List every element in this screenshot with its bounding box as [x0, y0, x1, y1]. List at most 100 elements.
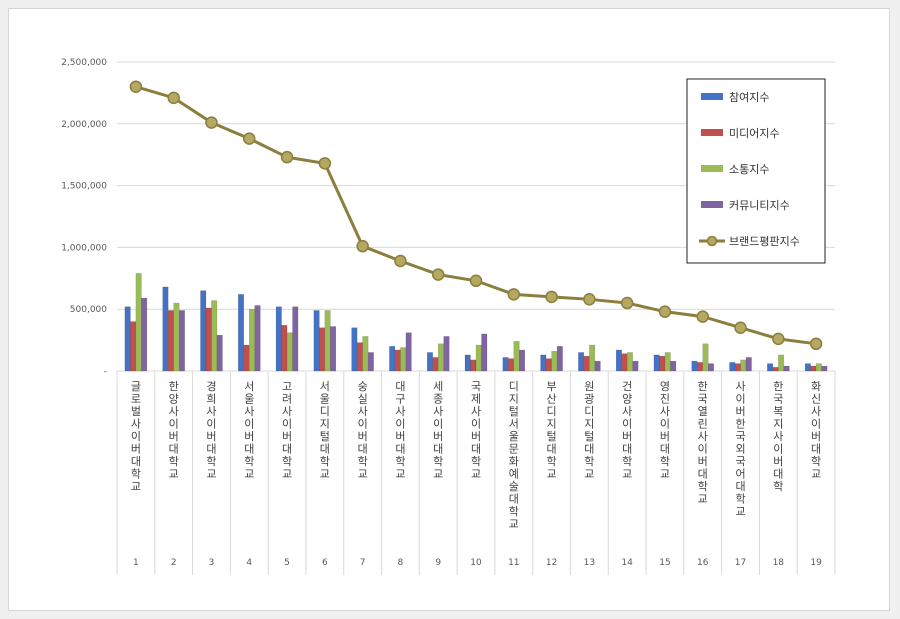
bar	[238, 294, 244, 372]
bar	[389, 346, 396, 372]
line-point	[696, 310, 709, 323]
bar	[545, 358, 552, 372]
bar	[200, 290, 207, 372]
line-point	[469, 274, 483, 288]
rank-label: 10	[470, 558, 482, 568]
bar	[162, 286, 169, 372]
bar	[821, 365, 828, 372]
bar	[632, 360, 639, 372]
bar	[626, 352, 633, 372]
bar	[464, 354, 471, 372]
bar	[653, 354, 660, 372]
bar	[583, 355, 590, 372]
bar	[275, 306, 282, 372]
rank-label: 19	[810, 558, 822, 568]
bar	[367, 352, 374, 372]
chart-frame: 2,500,000 2,000,000 1,500,000 1,000,000 500,…	[8, 8, 890, 611]
bar	[135, 273, 142, 372]
rank-label: 12	[546, 558, 557, 568]
rank-label: 9	[435, 558, 441, 568]
legend-label: 미디어지수	[729, 127, 780, 140]
legend-label: 커뮤니티지수	[729, 199, 790, 212]
line-point	[394, 254, 407, 268]
bar	[659, 355, 666, 372]
line-point	[167, 91, 180, 105]
bar	[594, 360, 601, 372]
bar	[734, 363, 741, 372]
bar	[702, 343, 709, 372]
bar	[697, 362, 703, 372]
line-point	[356, 239, 369, 253]
bar	[551, 351, 558, 372]
bar	[670, 360, 677, 372]
bar	[400, 347, 407, 372]
bar	[405, 332, 412, 372]
legend-swatch	[701, 129, 723, 136]
rank-label: 17	[735, 558, 746, 568]
bar	[621, 353, 628, 372]
bar	[810, 365, 817, 372]
rank-label: 18	[773, 558, 785, 568]
bar	[615, 349, 622, 372]
rank-label: 6	[322, 558, 328, 568]
line-point	[658, 305, 672, 318]
bar	[292, 306, 299, 372]
y-tick-label: 1,500,000	[61, 182, 107, 192]
bar	[815, 363, 822, 372]
legend-label: 참여지수	[729, 91, 769, 104]
x-axis: 글 로 벌 사 이 버 대 학 교 1 한 양 사 이 버 대 학 교 2 경 희 사 이 버 대 학 교 3 서 울 사 이 버 대 학 교 4 고 려 사…	[116, 371, 836, 575]
bar	[324, 310, 331, 372]
rank-label: 1	[133, 558, 139, 568]
rank-label: 11	[508, 558, 519, 568]
bar	[708, 363, 714, 372]
bar	[578, 352, 585, 372]
bar	[475, 344, 482, 372]
line-point	[431, 268, 445, 281]
bar	[130, 321, 137, 372]
bar	[356, 342, 363, 372]
line-point	[772, 332, 785, 346]
y-tick-label: 1,000,000	[61, 243, 107, 253]
line-point	[129, 80, 143, 93]
y-tick-label: 500,000	[70, 305, 107, 315]
rank-label: 4	[246, 558, 252, 568]
bar	[205, 307, 212, 372]
bar	[286, 332, 293, 372]
bar	[481, 333, 488, 372]
bar	[772, 367, 779, 372]
bar	[589, 344, 596, 372]
line-point	[280, 150, 294, 164]
line-series-group	[129, 80, 823, 351]
rank-label: 16	[697, 558, 709, 568]
legend-marker	[706, 235, 718, 247]
bar	[513, 341, 520, 372]
rank-label: 5	[284, 558, 290, 568]
bar	[767, 363, 774, 372]
bar	[124, 306, 131, 372]
line-point	[734, 321, 747, 334]
legend-swatch	[701, 201, 723, 208]
bar	[778, 354, 785, 372]
rank-label: 13	[584, 558, 595, 568]
bar	[167, 310, 174, 372]
bar	[362, 336, 369, 372]
line-point	[545, 290, 558, 304]
line-point	[583, 293, 596, 306]
bar	[211, 300, 218, 372]
bar	[173, 302, 180, 372]
bar	[432, 357, 439, 372]
bar-series-group	[124, 273, 828, 372]
rank-label: 15	[659, 558, 670, 568]
